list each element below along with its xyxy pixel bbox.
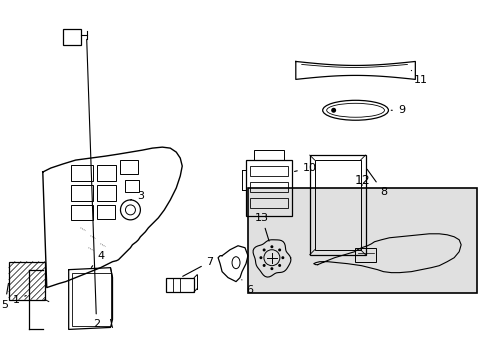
- Circle shape: [278, 264, 281, 267]
- Bar: [249, 166, 287, 176]
- Text: 9: 9: [390, 105, 404, 115]
- Text: 3: 3: [130, 191, 143, 201]
- Bar: [96, 185, 116, 201]
- Bar: [249, 182, 287, 192]
- Bar: [96, 165, 116, 181]
- Text: 6: 6: [241, 280, 253, 294]
- Circle shape: [330, 108, 335, 113]
- Circle shape: [259, 256, 262, 259]
- Bar: [120, 160, 138, 174]
- Circle shape: [262, 264, 265, 267]
- Bar: [71, 205, 92, 220]
- Text: 8: 8: [366, 169, 386, 197]
- Bar: [314, 160, 360, 250]
- Circle shape: [270, 245, 273, 248]
- Text: 1: 1: [12, 294, 26, 305]
- Bar: [245, 160, 291, 216]
- Bar: [309, 155, 365, 255]
- Bar: [72, 273, 110, 327]
- Text: 5: 5: [1, 283, 8, 310]
- Bar: [354, 248, 376, 262]
- Bar: [71, 165, 92, 181]
- Text: 7: 7: [183, 257, 213, 276]
- Circle shape: [262, 248, 265, 251]
- Bar: [253, 150, 283, 160]
- Circle shape: [281, 256, 284, 259]
- Bar: [125, 180, 139, 192]
- Bar: [247, 188, 476, 293]
- Circle shape: [278, 248, 281, 251]
- Text: 11: 11: [410, 71, 427, 85]
- Text: 2: 2: [86, 39, 100, 329]
- Bar: [166, 278, 194, 292]
- Text: 4: 4: [91, 251, 104, 267]
- Circle shape: [270, 267, 273, 270]
- Text: 13: 13: [254, 213, 268, 241]
- Bar: [71, 185, 92, 201]
- Bar: [9, 262, 45, 300]
- Bar: [249, 198, 287, 208]
- Bar: [62, 28, 81, 45]
- Text: 12: 12: [354, 174, 370, 186]
- Text: 10: 10: [294, 163, 316, 173]
- Bar: [96, 205, 114, 219]
